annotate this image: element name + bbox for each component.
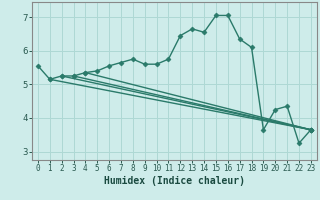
X-axis label: Humidex (Indice chaleur): Humidex (Indice chaleur): [104, 176, 245, 186]
